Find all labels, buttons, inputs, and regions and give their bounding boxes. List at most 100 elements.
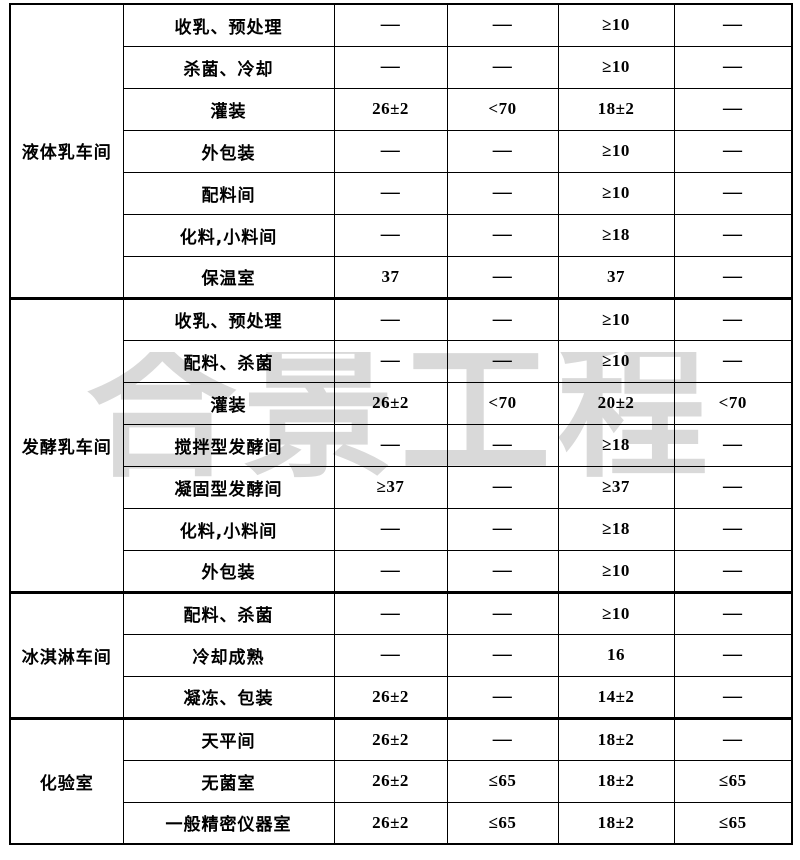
value-cell-summer_temp: — bbox=[333, 3, 448, 47]
value-cell-summer_temp: — bbox=[333, 171, 448, 215]
value-cell-winter_temp: ≥18 bbox=[557, 423, 675, 467]
table-row: 配料间 — — ≥10— bbox=[10, 171, 793, 215]
table-row: 无菌室 26±2 ≤65 18±2 ≤65 bbox=[10, 759, 793, 803]
value-cell-winter_rh: — bbox=[673, 423, 793, 467]
room-name-cell: 天平间 bbox=[122, 716, 335, 761]
room-name-cell: 化料,小料间 bbox=[122, 213, 335, 257]
room-name-cell: 保温室 bbox=[122, 255, 335, 299]
table-row: 凝固型发酵间 ≥37— ≥37— bbox=[10, 465, 793, 509]
value-cell-winter_rh: — bbox=[673, 339, 793, 383]
value-cell-winter_rh: — bbox=[673, 507, 793, 551]
table-row: 配料、杀菌 — — ≥10— bbox=[10, 339, 793, 383]
value-cell-summer_rh: — bbox=[446, 549, 559, 593]
value-cell-winter_temp: 20±2 bbox=[557, 381, 675, 425]
table-row: 冰淇淋车间 配料、杀菌 — — ≥10— bbox=[9, 590, 793, 719]
value-cell-summer_rh: <70 bbox=[446, 381, 559, 425]
value-cell-winter_temp: 18±2 bbox=[557, 716, 675, 761]
value-cell-summer_temp: — bbox=[333, 423, 448, 467]
value-cell-winter_temp: ≥10 bbox=[557, 339, 675, 383]
table-row: 化料,小料间 — — ≥18— bbox=[10, 507, 793, 551]
value-cell-winter_rh: — bbox=[673, 45, 793, 89]
value-cell-summer_temp: — bbox=[333, 45, 448, 89]
value-cell-summer_temp: — bbox=[333, 549, 448, 593]
room-name-cell: 杀菌、冷却 bbox=[122, 45, 335, 89]
value-cell-summer_temp: 26±2 bbox=[333, 759, 448, 803]
zone-cell: 化验室 bbox=[9, 716, 124, 845]
value-cell-summer_rh: — bbox=[446, 3, 559, 47]
value-cell-summer_temp: ≥37 bbox=[333, 465, 448, 509]
room-name-cell: 一般精密仪器室 bbox=[122, 801, 335, 845]
value-cell-winter_temp: ≥37 bbox=[557, 465, 675, 509]
zone-cell: 发酵乳车间 bbox=[9, 296, 124, 593]
value-cell-summer_temp: — bbox=[333, 507, 448, 551]
value-cell-winter_temp: 18±2 bbox=[557, 759, 675, 803]
value-cell-summer_temp: 26±2 bbox=[333, 675, 448, 719]
room-name-cell: 凝固型发酵间 bbox=[122, 465, 335, 509]
table-row: 灌装 26±2 <70 18±2— bbox=[10, 87, 793, 131]
table-row: 冷却成熟 — —16— bbox=[10, 633, 793, 677]
value-cell-summer_rh: — bbox=[446, 129, 559, 173]
table-row: 外包装 — — ≥10— bbox=[10, 549, 793, 593]
value-cell-winter_rh: — bbox=[673, 213, 793, 257]
value-cell-winter_temp: ≥10 bbox=[557, 45, 675, 89]
value-cell-summer_rh: — bbox=[446, 590, 559, 635]
value-cell-winter_rh: — bbox=[673, 716, 793, 761]
value-cell-winter_rh: <70 bbox=[673, 381, 793, 425]
value-cell-summer_rh: — bbox=[446, 465, 559, 509]
table-row: 保温室 37—37— bbox=[10, 255, 793, 299]
table-row: 凝冻、包装 26±2—14±2— bbox=[10, 675, 793, 719]
value-cell-winter_temp: 14±2 bbox=[557, 675, 675, 719]
value-cell-summer_temp: — bbox=[333, 633, 448, 677]
value-cell-summer_rh: — bbox=[446, 675, 559, 719]
room-name-cell: 无菌室 bbox=[122, 759, 335, 803]
table-row: 化料,小料间 — — ≥18— bbox=[10, 213, 793, 257]
table-row: 搅拌型发酵间 — — ≥18— bbox=[10, 423, 793, 467]
value-cell-summer_rh: ≤65 bbox=[446, 759, 559, 803]
room-name-cell: 配料、杀菌 bbox=[122, 590, 335, 635]
value-cell-winter_temp: ≥10 bbox=[557, 171, 675, 215]
table-row: 外包装 — — ≥10— bbox=[10, 129, 793, 173]
value-cell-summer_rh: — bbox=[446, 507, 559, 551]
value-cell-winter_temp: 16 bbox=[557, 633, 675, 677]
room-name-cell: 凝冻、包装 bbox=[122, 675, 335, 719]
table-row: 液体乳车间 收乳、预处理 — — ≥10— bbox=[9, 3, 793, 299]
value-cell-summer_temp: — bbox=[333, 590, 448, 635]
value-cell-summer_temp: 26±2 bbox=[333, 381, 448, 425]
table-row: 发酵乳车间 收乳、预处理 — — ≥10— bbox=[9, 296, 793, 593]
value-cell-winter_rh: — bbox=[673, 255, 793, 299]
value-cell-winter_temp: ≥10 bbox=[557, 549, 675, 593]
value-cell-winter_temp: ≥10 bbox=[557, 3, 675, 47]
zone-cell: 液体乳车间 bbox=[9, 3, 124, 299]
room-name-cell: 冷却成熟 bbox=[122, 633, 335, 677]
value-cell-winter_rh: — bbox=[673, 87, 793, 131]
room-name-cell: 配料间 bbox=[122, 171, 335, 215]
value-cell-summer_temp: 26±2 bbox=[333, 801, 448, 845]
table-row: 一般精密仪器室 26±2 ≤65 18±2 ≤65 bbox=[10, 801, 793, 845]
value-cell-summer_rh: — bbox=[446, 423, 559, 467]
value-cell-summer_temp: — bbox=[333, 296, 448, 341]
value-cell-summer_rh: — bbox=[446, 45, 559, 89]
value-cell-summer_rh: — bbox=[446, 633, 559, 677]
room-name-cell: 收乳、预处理 bbox=[122, 3, 335, 47]
value-cell-summer_temp: 26±2 bbox=[333, 716, 448, 761]
room-name-cell: 外包装 bbox=[122, 549, 335, 593]
zone-cell: 冰淇淋车间 bbox=[9, 590, 124, 719]
room-name-cell: 配料、杀菌 bbox=[122, 339, 335, 383]
table-body: 液体乳车间 收乳、预处理 — — ≥10— 杀菌、冷却 — — ≥10— 灌装 26±2 <70 18±… bbox=[9, 3, 793, 845]
room-name-cell: 化料,小料间 bbox=[122, 507, 335, 551]
value-cell-winter_temp: 18±2 bbox=[557, 801, 675, 845]
value-cell-winter_rh: ≤65 bbox=[673, 759, 793, 803]
value-cell-summer_rh: — bbox=[446, 339, 559, 383]
value-cell-summer_temp: 37 bbox=[333, 255, 448, 299]
value-cell-summer_rh: — bbox=[446, 716, 559, 761]
room-name-cell: 灌装 bbox=[122, 87, 335, 131]
value-cell-summer_temp: — bbox=[333, 339, 448, 383]
room-name-cell: 外包装 bbox=[122, 129, 335, 173]
value-cell-summer_rh: <70 bbox=[446, 87, 559, 131]
value-cell-summer_rh: ≤65 bbox=[446, 801, 559, 845]
room-name-cell: 搅拌型发酵间 bbox=[122, 423, 335, 467]
value-cell-winter_temp: 37 bbox=[557, 255, 675, 299]
value-cell-winter_rh: — bbox=[673, 590, 793, 635]
value-cell-winter_rh: — bbox=[673, 549, 793, 593]
